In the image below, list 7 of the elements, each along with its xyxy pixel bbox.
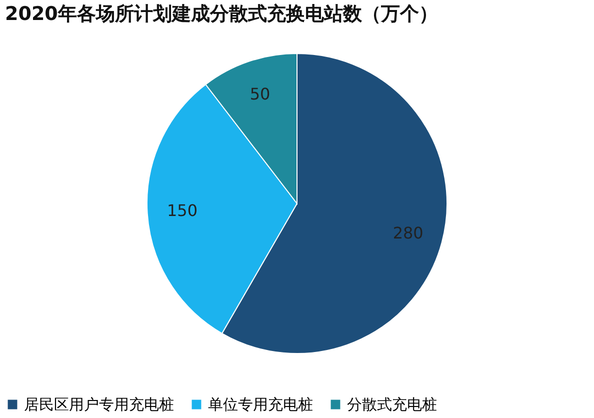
legend-label: 分散式充电桩: [347, 396, 437, 414]
data-label: 280: [392, 223, 424, 242]
data-label: 50: [250, 84, 270, 104]
legend-label: 单位专用充电桩: [208, 396, 313, 414]
data-label: 150: [166, 201, 198, 220]
legend-label: 居民区用户专用充电桩: [24, 396, 174, 414]
chart-title: 2020年各场所计划建成分散式充换电站数（万个）: [5, 3, 438, 25]
